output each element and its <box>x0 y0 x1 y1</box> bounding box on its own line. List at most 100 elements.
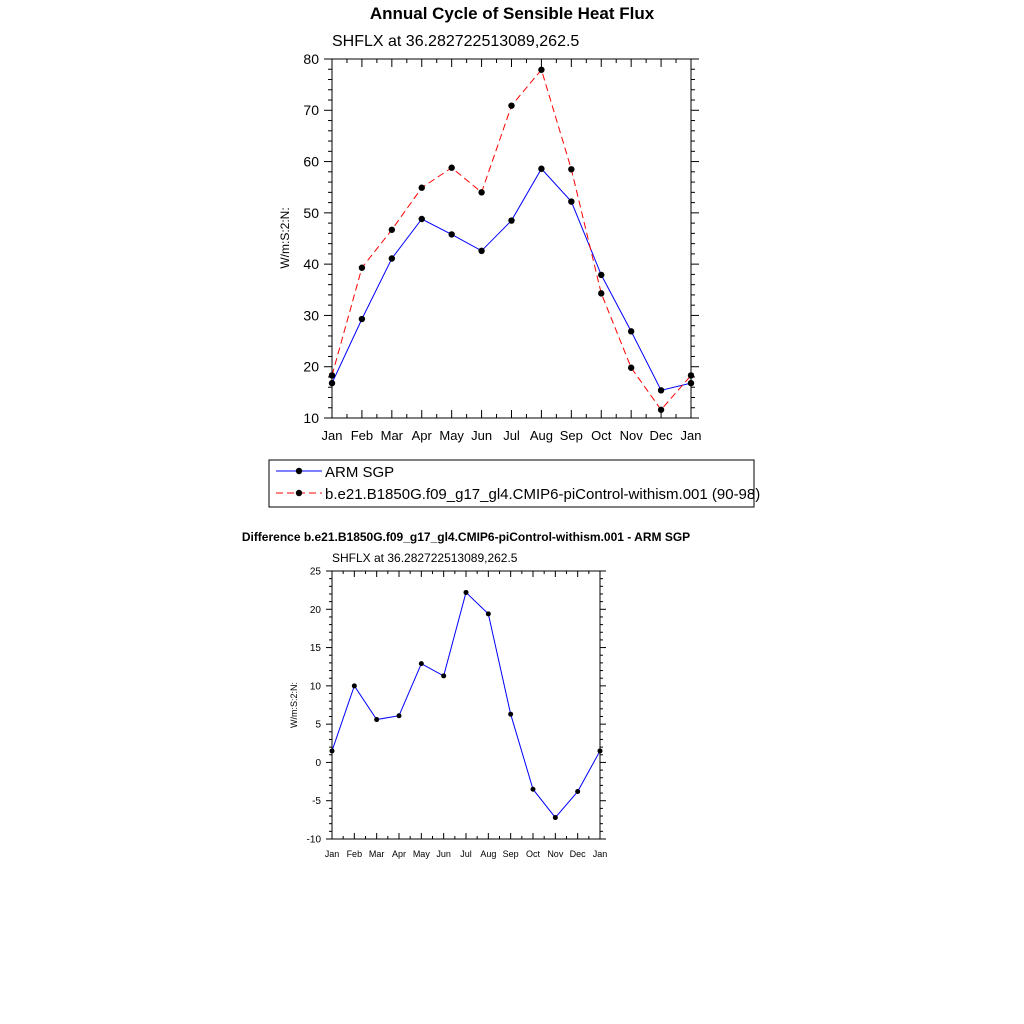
top-y-tick-label: 30 <box>303 307 319 323</box>
top-series-0-point <box>538 165 545 172</box>
legend: ARM SGP b.e21.B1850G.f09_g17_gl4.CMIP6-p… <box>268 459 760 508</box>
diff-series-0-point <box>441 673 447 679</box>
diff-y-tick-label: 25 <box>310 567 322 578</box>
top-series-1-point <box>687 372 695 379</box>
diff-y-tick-label: 10 <box>310 681 322 692</box>
top-series-1-line <box>331 68 692 411</box>
legend-marker-model <box>295 489 303 497</box>
diff-y-tick-label: 5 <box>315 720 321 731</box>
top-y-tick-label: 20 <box>303 359 319 375</box>
top-series-0-point <box>328 379 336 387</box>
top-x-tick-label: Jan <box>681 428 702 443</box>
diff-series-0-line <box>331 591 601 819</box>
top-series-1-point <box>358 264 366 271</box>
top-series-0-point <box>388 255 396 262</box>
diff-series-0-point <box>508 711 514 717</box>
diff-x-tick-label: Jan <box>325 849 340 859</box>
top-series-0-point <box>448 231 455 238</box>
diff-x-tick-label: May <box>413 849 431 859</box>
diff-series-0-point <box>530 786 536 792</box>
top-series-1-point <box>657 406 665 413</box>
top-x-tick-label: Oct <box>591 428 612 443</box>
top-x-tick-label: Jul <box>503 428 520 443</box>
top-series-0-point <box>687 379 695 387</box>
diff-series-0-point <box>329 748 335 754</box>
legend-box <box>268 459 755 508</box>
diff-series-0-point <box>418 661 424 667</box>
diff-y-tick-label: -10 <box>307 835 322 846</box>
top-y-tick-label: 10 <box>303 410 319 426</box>
top-chart-ylabel: W/m:S:2:N: <box>278 207 292 268</box>
top-y-tick-label: 80 <box>303 51 319 67</box>
top-series-0-point <box>627 328 635 335</box>
diff-x-tick-label: Dec <box>570 849 587 859</box>
top-plot-frame <box>331 58 692 419</box>
top-y-tick-label: 60 <box>303 153 319 169</box>
top-series-0-line <box>331 167 692 391</box>
top-series-1-point <box>328 372 336 379</box>
top-x-tick-label: Jan <box>322 428 343 443</box>
top-x-tick-label: Aug <box>530 428 553 443</box>
diff-series-0-point <box>575 789 581 795</box>
legend-label-model: b.e21.B1850G.f09_g17_gl4.CMIP6-piControl… <box>325 486 760 503</box>
top-series-1-point <box>478 189 485 196</box>
legend-label-arm: ARM SGP <box>325 464 394 481</box>
diff-y-tick-label: 15 <box>310 643 322 654</box>
diff-x-tick-label: Jun <box>436 849 451 859</box>
top-series-0-point <box>508 217 515 224</box>
top-x-tick-label: Nov <box>620 428 644 443</box>
top-x-tick-label: Feb <box>351 428 373 443</box>
diff-plot-frame <box>331 570 601 840</box>
diff-x-tick-label: Feb <box>347 849 363 859</box>
diff-y-tick-label: -5 <box>312 796 321 807</box>
top-x-tick-label: Jun <box>471 428 492 443</box>
diff-y-tick-label: 20 <box>310 605 322 616</box>
top-series-1-point <box>627 364 635 371</box>
figure-title: Annual Cycle of Sensible Heat Flux <box>370 4 655 23</box>
difference-chart: SHFLX at 36.282722513089,262.5 W/m:S:2:N… <box>289 551 607 859</box>
top-x-tick-label: Dec <box>650 428 674 443</box>
top-series-1-point <box>448 164 455 171</box>
top-series-1-point <box>538 66 545 73</box>
diff-series-0-point <box>597 748 603 754</box>
top-y-tick-label: 70 <box>303 102 319 118</box>
top-series-0-point <box>418 215 425 223</box>
diff-y-tick-label: 0 <box>315 758 321 769</box>
top-x-tick-label: Sep <box>560 428 583 443</box>
diff-series-0-point <box>552 815 558 821</box>
top-series-0-point <box>598 271 605 279</box>
diff-series-0-point <box>485 611 491 617</box>
top-y-tick-label: 50 <box>303 205 319 221</box>
diff-series-0-point <box>463 589 469 595</box>
top-series-1-point <box>418 184 425 191</box>
legend-marker-arm <box>295 467 303 475</box>
difference-chart-ylabel: W/m:S:2:N: <box>289 682 299 728</box>
top-series-0-point <box>478 247 485 255</box>
top-x-tick-label: Apr <box>412 428 433 443</box>
top-chart-title: SHFLX at 36.282722513089,262.5 <box>332 33 579 50</box>
difference-chart-title: SHFLX at 36.282722513089,262.5 <box>332 551 518 565</box>
top-series-1-point <box>388 226 396 233</box>
top-series-1-point <box>568 166 575 173</box>
diff-series-0-point <box>396 713 402 719</box>
diff-x-tick-label: Jul <box>460 849 472 859</box>
diff-x-tick-label: Jan <box>593 849 608 859</box>
top-x-tick-label: May <box>439 428 464 443</box>
top-series-0-point <box>568 198 575 205</box>
diff-x-tick-label: Mar <box>369 849 385 859</box>
top-series-0-point <box>657 387 665 394</box>
diff-series-0-point <box>351 683 357 689</box>
top-series-0-point <box>358 315 366 323</box>
diff-series-0-point <box>374 717 380 723</box>
top-x-tick-label: Mar <box>381 428 404 443</box>
top-y-tick-label: 40 <box>303 256 319 272</box>
diff-x-tick-label: Aug <box>480 849 496 859</box>
diff-x-tick-label: Oct <box>526 849 541 859</box>
diff-x-tick-label: Apr <box>392 849 406 859</box>
top-series-1-point <box>598 290 605 297</box>
diff-x-tick-label: Nov <box>547 849 564 859</box>
top-series-1-point <box>508 102 515 109</box>
top-chart: SHFLX at 36.282722513089,262.5 W/m:S:2:N… <box>278 33 701 443</box>
difference-title: Difference b.e21.B1850G.f09_g17_gl4.CMIP… <box>242 530 690 544</box>
